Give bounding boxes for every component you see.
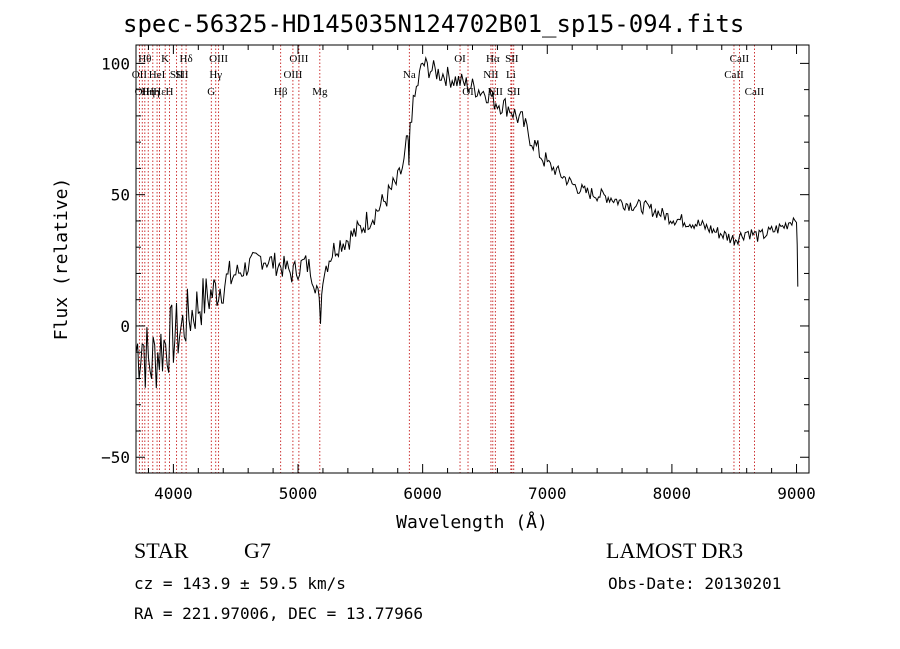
y-tick-label: 100 (101, 54, 130, 73)
line-marker-label: Hη (146, 86, 160, 98)
object-class: STAR (134, 538, 189, 563)
line-marker-label: Hη (141, 86, 155, 98)
line-marker-label: Na (403, 69, 416, 81)
line-marker-label: SII (170, 69, 184, 81)
redshift-text: cz = 143.9 ± 59.5 km/s (134, 574, 346, 593)
survey-name: LAMOST DR3 (606, 538, 744, 563)
line-marker-label: K (161, 53, 169, 65)
y-tick-labels: −50 0 50 100 (101, 54, 130, 467)
line-marker-label: CaII (745, 86, 765, 98)
x-tick-label: 9000 (777, 484, 816, 503)
line-marker-label: OII (135, 86, 151, 98)
line-marker-label: Hε (153, 86, 166, 98)
axis-ticks (136, 45, 809, 473)
line-marker-label: H (166, 86, 174, 98)
line-marker-label: SII (175, 69, 189, 81)
line-marker-label: Hδ (180, 53, 193, 65)
spectrum-line (135, 56, 799, 389)
coordinates-text: RA = 221.97006, DEC = 13.77966 (134, 604, 423, 623)
line-marker-label: Mg (312, 86, 328, 98)
x-tick-labels: 4000 5000 6000 7000 8000 9000 (154, 484, 816, 503)
y-tick-label: −50 (101, 448, 130, 467)
y-axis-label: Flux (relative) (51, 178, 72, 341)
line-marker-label: OIII (209, 53, 228, 65)
line-marker-label: OIII (283, 69, 302, 81)
x-tick-label: 5000 (279, 484, 318, 503)
subclass: G7 (244, 538, 271, 563)
line-marker-label: G (207, 86, 215, 98)
line-marker-label: NII (483, 69, 499, 81)
line-marker-label: OI (454, 53, 466, 65)
plot-frame (135, 44, 810, 474)
line-marker-label: Hα (486, 53, 500, 65)
line-marker-label: HeI (149, 69, 166, 81)
x-tick-label: 7000 (528, 484, 567, 503)
line-marker-label: NII (488, 86, 504, 98)
x-axis-label: Wavelength (Å) (396, 511, 548, 533)
y-tick-label: 0 (120, 317, 130, 336)
line-marker-label: CaII (730, 53, 750, 65)
line-marker-label: SII (505, 53, 519, 65)
line-marker-label: CaII (724, 69, 744, 81)
x-tick-label: 6000 (403, 484, 442, 503)
x-tick-label: 8000 (653, 484, 692, 503)
x-tick-label: 4000 (154, 484, 193, 503)
line-marker-label: SII (507, 86, 521, 98)
line-marker-label: Hθ (138, 53, 151, 65)
line-marker-label: OII (132, 69, 148, 81)
line-marker-label: Hγ (209, 69, 222, 81)
obs-date-text: Obs-Date: 20130201 (608, 574, 782, 593)
line-marker-label: Li (506, 69, 516, 81)
spectral-line-labels: OIIOIIHθHηHηHeIHεKHSIISIIHδGHγOIIIHβOIII… (132, 53, 765, 98)
y-tick-label: 50 (111, 186, 130, 205)
line-marker-label: OIII (289, 53, 308, 65)
chart-title: spec-56325-HD145035N124702B01_sp15-094.f… (123, 10, 745, 38)
line-marker-label: Hβ (274, 86, 288, 98)
spectral-line-markers (138, 45, 755, 473)
